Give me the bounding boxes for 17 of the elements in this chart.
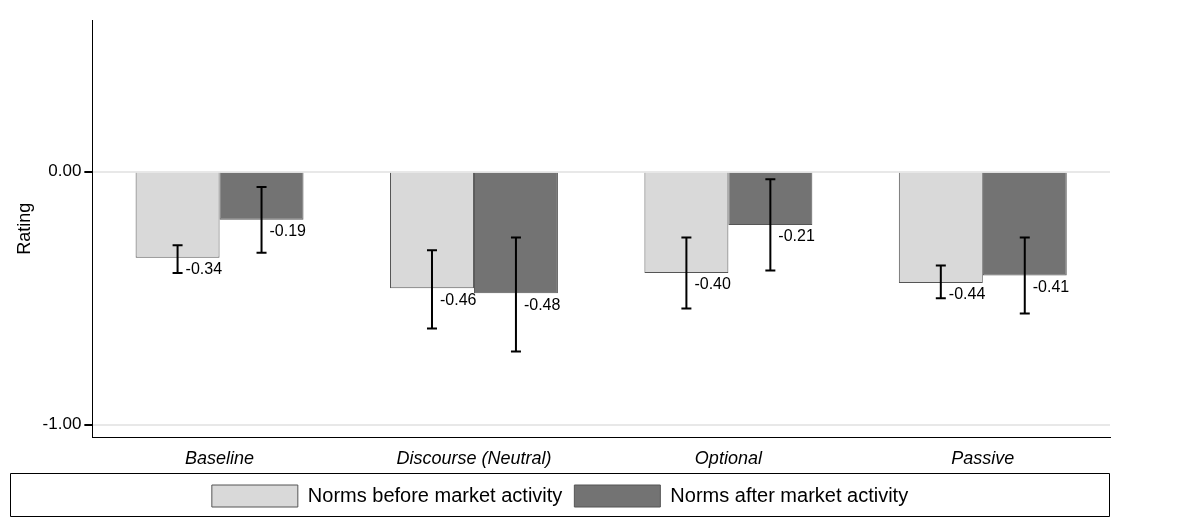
data-label: -0.48: [523, 295, 561, 313]
x-tick-label: Optional: [694, 448, 763, 469]
y-tick-label: 0.00: [48, 161, 82, 181]
data-label: -0.34: [185, 260, 223, 278]
data-label: -0.44: [948, 285, 986, 303]
data-label: -0.46: [439, 290, 477, 308]
data-label: -0.21: [778, 227, 815, 245]
y-tick-label: -1.00: [42, 414, 82, 434]
x-tick-label: Discourse (Neutral): [396, 448, 552, 469]
data-label: -0.40: [694, 275, 731, 293]
legend-label: Norms after market activity: [670, 483, 909, 506]
y-axis-title: Rating: [13, 202, 34, 255]
x-tick-label: Baseline: [185, 448, 255, 469]
x-tick-label: Passive: [951, 448, 1015, 469]
data-label: -0.41: [1032, 277, 1070, 295]
data-label: -0.19: [269, 222, 307, 240]
legend-label: Norms before market activity: [307, 483, 563, 506]
